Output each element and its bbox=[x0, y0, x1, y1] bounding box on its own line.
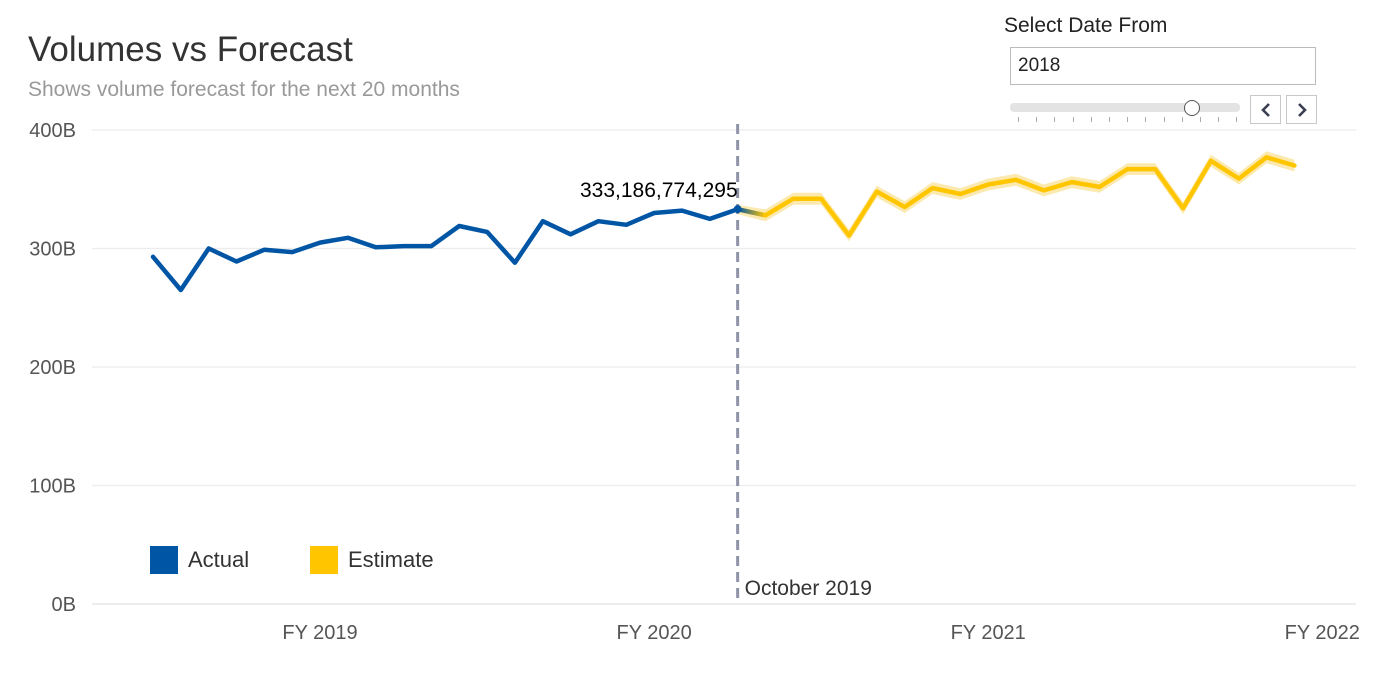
slider-tick bbox=[1018, 117, 1019, 122]
x-tick-label: FY 2019 bbox=[282, 622, 357, 644]
legend-swatch-estimate bbox=[310, 546, 338, 574]
legend: Actual Estimate bbox=[150, 546, 434, 574]
date-slider-track[interactable] bbox=[1010, 103, 1240, 112]
slider-tick bbox=[1236, 117, 1238, 122]
legend-label-estimate: Estimate bbox=[348, 547, 434, 572]
data-point-highlight[interactable] bbox=[733, 205, 742, 214]
y-tick-label: 100B bbox=[29, 476, 76, 498]
slider-tick bbox=[1054, 117, 1056, 122]
x-tick-label: FY 2021 bbox=[951, 622, 1026, 644]
series-join-line bbox=[735, 206, 768, 218]
slider-tick bbox=[1145, 117, 1147, 122]
x-tick-label: FY 2022 bbox=[1285, 622, 1360, 644]
previous-date-button[interactable] bbox=[1250, 95, 1281, 124]
slider-tick bbox=[1163, 117, 1165, 122]
estimate-confidence-band bbox=[737, 151, 1295, 242]
x-tick-label: FY 2020 bbox=[616, 622, 691, 644]
y-tick-label: 400B bbox=[29, 120, 76, 142]
series-line-estimate bbox=[763, 155, 1297, 238]
slider-tick bbox=[1218, 117, 1220, 122]
next-date-button[interactable] bbox=[1286, 95, 1317, 124]
y-tick-label: 300B bbox=[29, 239, 76, 261]
page-title: Volumes vs Forecast bbox=[28, 30, 353, 69]
series-line-actual bbox=[150, 206, 740, 293]
chevron-right-icon bbox=[1297, 102, 1307, 117]
date-slider-thumb[interactable] bbox=[1183, 100, 1200, 116]
y-tick-label: 0B bbox=[52, 594, 76, 616]
date-filter-input[interactable] bbox=[1010, 47, 1316, 85]
slider-tick bbox=[1036, 117, 1038, 122]
slider-tick bbox=[1200, 117, 1201, 122]
slider-tick bbox=[1127, 117, 1129, 122]
page-subtitle: Shows volume forecast for the next 20 mo… bbox=[28, 78, 460, 101]
slider-tick bbox=[1072, 117, 1074, 122]
legend-label-actual: Actual bbox=[188, 547, 249, 572]
slider-tick bbox=[1181, 117, 1183, 122]
reference-line-label: October 2019 bbox=[745, 577, 872, 600]
date-slider-ticks bbox=[1010, 117, 1240, 123]
chevron-left-icon bbox=[1260, 102, 1270, 117]
slider-tick bbox=[1090, 117, 1092, 122]
legend-swatch-actual bbox=[150, 546, 178, 574]
date-filter-label: Select Date From bbox=[1004, 14, 1168, 37]
annotation-label: 333,186,774,295 bbox=[580, 179, 738, 202]
slider-tick bbox=[1109, 117, 1110, 122]
y-tick-label: 200B bbox=[29, 357, 76, 379]
